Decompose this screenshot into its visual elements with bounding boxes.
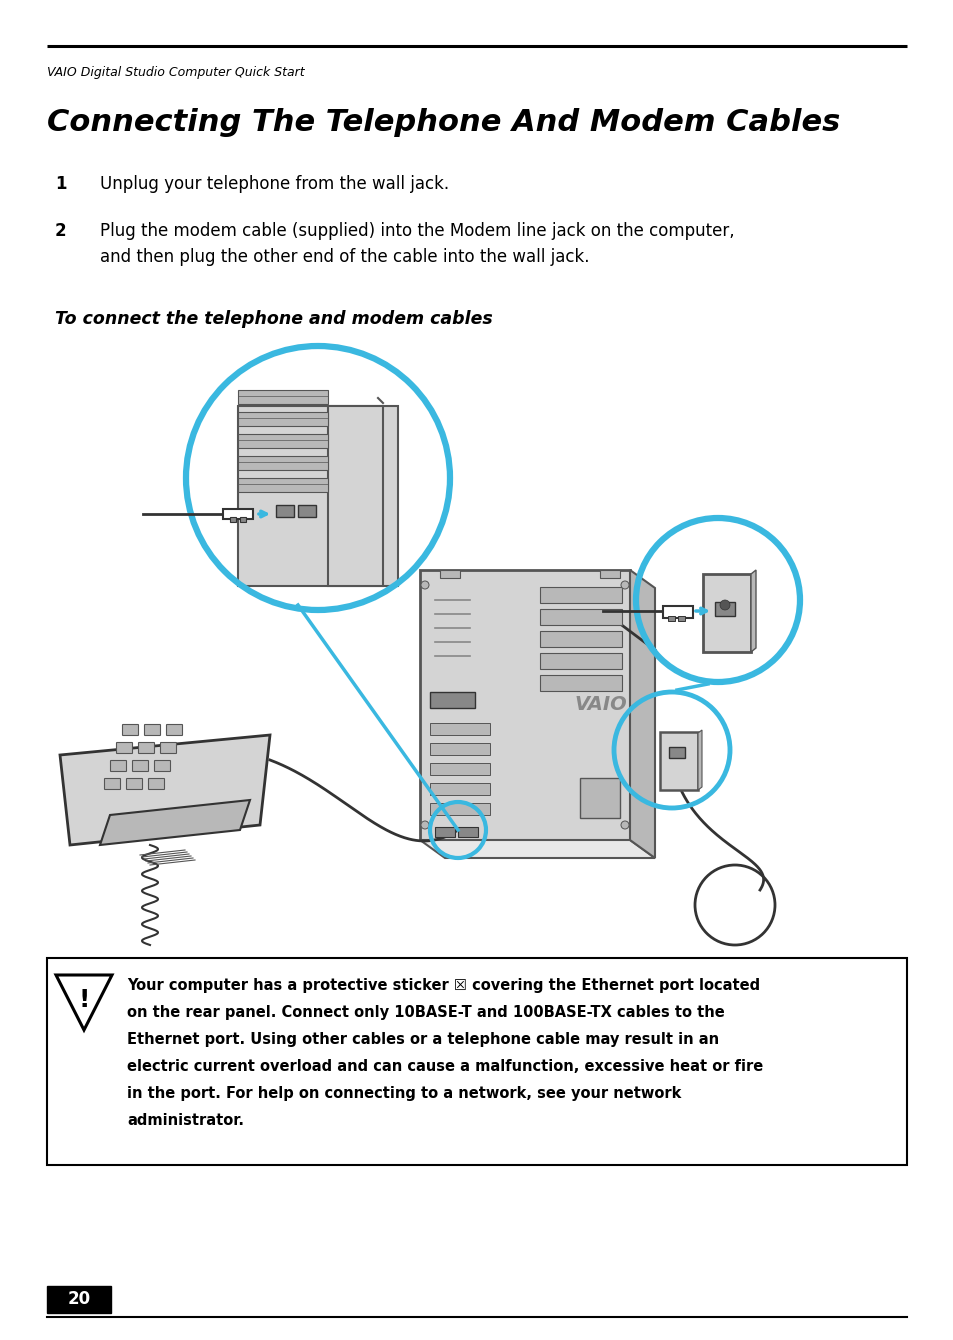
Text: To connect the telephone and modem cables: To connect the telephone and modem cable…: [55, 310, 493, 328]
Text: VAIO: VAIO: [575, 695, 627, 714]
Circle shape: [620, 821, 628, 829]
Polygon shape: [629, 570, 655, 858]
Text: Plug the modem cable (supplied) into the Modem line jack on the computer,: Plug the modem cable (supplied) into the…: [100, 222, 734, 240]
FancyBboxPatch shape: [430, 691, 475, 708]
Text: administrator.: administrator.: [127, 1114, 244, 1128]
Text: Ethernet port. Using other cables or a telephone cable may result in an: Ethernet port. Using other cables or a t…: [127, 1032, 719, 1047]
FancyBboxPatch shape: [167, 725, 182, 736]
FancyBboxPatch shape: [240, 517, 246, 523]
FancyBboxPatch shape: [160, 742, 176, 753]
Text: !: !: [78, 988, 90, 1012]
FancyBboxPatch shape: [237, 478, 328, 492]
FancyBboxPatch shape: [419, 570, 629, 840]
FancyBboxPatch shape: [579, 779, 619, 817]
FancyBboxPatch shape: [275, 505, 294, 517]
FancyBboxPatch shape: [430, 724, 490, 736]
FancyBboxPatch shape: [539, 608, 621, 624]
FancyBboxPatch shape: [430, 742, 490, 754]
Text: and then plug the other end of the cable into the wall jack.: and then plug the other end of the cable…: [100, 248, 589, 267]
Text: 2: 2: [55, 222, 67, 240]
FancyBboxPatch shape: [149, 779, 164, 789]
Polygon shape: [56, 976, 112, 1030]
FancyBboxPatch shape: [154, 761, 171, 772]
FancyBboxPatch shape: [138, 742, 154, 753]
FancyBboxPatch shape: [539, 653, 621, 669]
FancyBboxPatch shape: [662, 606, 692, 618]
FancyBboxPatch shape: [47, 1286, 111, 1313]
Circle shape: [420, 582, 429, 590]
FancyBboxPatch shape: [230, 517, 235, 523]
Text: on the rear panel. Connect only 10BASE-T and 100BASE-TX cables to the: on the rear panel. Connect only 10BASE-T…: [127, 1005, 724, 1020]
FancyBboxPatch shape: [457, 827, 477, 838]
FancyBboxPatch shape: [144, 725, 160, 736]
FancyBboxPatch shape: [122, 725, 138, 736]
FancyBboxPatch shape: [539, 587, 621, 603]
Text: electric current overload and can cause a malfunction, excessive heat or fire: electric current overload and can cause …: [127, 1059, 762, 1073]
FancyBboxPatch shape: [127, 779, 142, 789]
FancyBboxPatch shape: [430, 783, 490, 795]
Circle shape: [420, 821, 429, 829]
Text: Your computer has a protective sticker ☒ covering the Ethernet port located: Your computer has a protective sticker ☒…: [127, 978, 760, 993]
Text: Unplug your telephone from the wall jack.: Unplug your telephone from the wall jack…: [100, 176, 449, 193]
Text: Connecting The Telephone And Modem Cables: Connecting The Telephone And Modem Cable…: [47, 109, 840, 137]
FancyBboxPatch shape: [328, 406, 382, 586]
FancyBboxPatch shape: [702, 574, 750, 653]
FancyBboxPatch shape: [237, 390, 328, 403]
FancyBboxPatch shape: [678, 616, 684, 620]
FancyBboxPatch shape: [430, 803, 490, 815]
FancyBboxPatch shape: [223, 509, 253, 519]
Text: 20: 20: [68, 1290, 91, 1308]
FancyBboxPatch shape: [237, 456, 328, 470]
FancyBboxPatch shape: [435, 827, 455, 838]
Circle shape: [720, 600, 729, 610]
Text: 1: 1: [55, 176, 67, 193]
FancyBboxPatch shape: [599, 570, 619, 578]
FancyBboxPatch shape: [430, 762, 490, 775]
FancyBboxPatch shape: [659, 732, 698, 791]
FancyBboxPatch shape: [237, 411, 328, 426]
Text: VAIO Digital Studio Computer Quick Start: VAIO Digital Studio Computer Quick Start: [47, 66, 304, 79]
FancyBboxPatch shape: [668, 746, 684, 758]
FancyBboxPatch shape: [116, 742, 132, 753]
FancyBboxPatch shape: [47, 958, 906, 1164]
FancyBboxPatch shape: [105, 779, 120, 789]
Circle shape: [620, 582, 628, 590]
FancyBboxPatch shape: [111, 761, 127, 772]
Polygon shape: [750, 570, 755, 653]
FancyBboxPatch shape: [439, 570, 459, 578]
FancyBboxPatch shape: [237, 406, 397, 586]
Polygon shape: [100, 800, 250, 846]
Polygon shape: [60, 736, 270, 846]
FancyBboxPatch shape: [714, 602, 734, 616]
FancyBboxPatch shape: [132, 761, 149, 772]
Polygon shape: [698, 730, 701, 791]
FancyBboxPatch shape: [667, 616, 675, 620]
Text: in the port. For help on connecting to a network, see your network: in the port. For help on connecting to a…: [127, 1085, 680, 1101]
FancyBboxPatch shape: [539, 675, 621, 691]
FancyBboxPatch shape: [539, 631, 621, 647]
Polygon shape: [419, 840, 655, 858]
FancyBboxPatch shape: [237, 434, 328, 448]
FancyBboxPatch shape: [297, 505, 315, 517]
